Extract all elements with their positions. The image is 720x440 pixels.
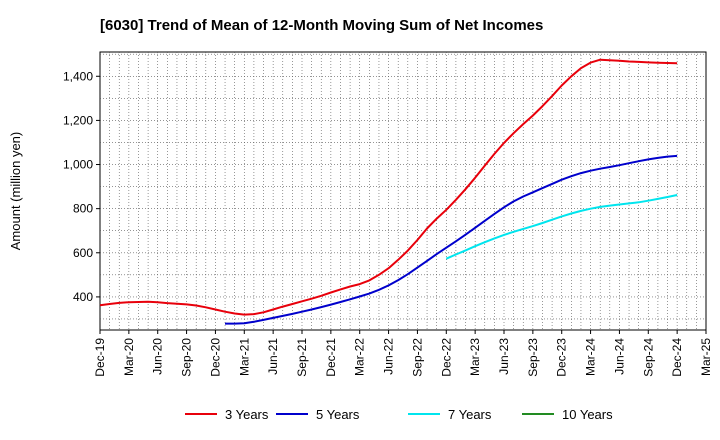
y-tick-label: 1,400 [63,69,93,83]
x-tick-label: Dec-19 [93,338,107,377]
x-tick-label: Dec-21 [324,338,338,377]
x-tick-label: Jun-23 [497,338,511,375]
x-tick-label: Jun-22 [382,338,396,375]
legend: 3 Years 5 Years 7 Years 10 Years [185,407,613,422]
series-line-3-years [99,58,678,316]
chart-title: [6030] Trend of Mean of 12-Month Moving … [100,17,543,34]
x-tick-label: Mar-23 [468,338,482,376]
x-tick-label: Dec-23 [555,338,569,377]
x-tick-label: Dec-20 [208,338,222,377]
x-tick-label: Sep-21 [295,338,309,377]
legend-label: 10 Years [562,407,613,422]
x-tick-label: Mar-20 [122,338,136,376]
y-axis-label: Amount (million yen) [8,132,23,251]
x-tick-label: Sep-20 [180,338,194,377]
series-lines [99,58,678,325]
y-tick-label: 800 [73,202,93,216]
x-tick-label: Mar-25 [699,338,713,376]
y-tick-label: 600 [73,246,93,260]
x-tick-label: Mar-21 [237,338,251,376]
series-line-5-years [225,154,678,325]
x-tick-label: Sep-24 [641,338,655,377]
series-line-7-years [445,194,678,260]
plot-border [99,51,707,331]
grid [100,52,706,330]
legend-label: 5 Years [316,407,360,422]
y-tick-label: 1,000 [63,158,93,172]
y-tick-label: 1,200 [63,113,93,127]
x-tick-label: Jun-21 [266,338,280,375]
x-tick-label: Mar-22 [353,338,367,376]
legend-label: 3 Years [225,407,269,422]
x-tick-label: Mar-24 [584,338,598,376]
x-axis: Dec-19 Mar-20 Jun-20 Sep-20 Dec-20 Mar-21 Jun-… [93,330,713,377]
legend-label: 7 Years [448,407,492,422]
x-tick-label: Sep-22 [410,338,424,377]
x-tick-label: Dec-22 [439,338,453,377]
plot-area [99,51,707,331]
x-tick-label: Sep-23 [526,338,540,377]
x-tick-label: Jun-24 [612,338,626,375]
x-tick-label: Dec-24 [670,338,684,377]
x-tick-label: Jun-20 [151,338,165,375]
y-axis: 400 600 800 1,000 1,200 1,400 [63,69,100,304]
y-tick-label: 400 [73,290,93,304]
